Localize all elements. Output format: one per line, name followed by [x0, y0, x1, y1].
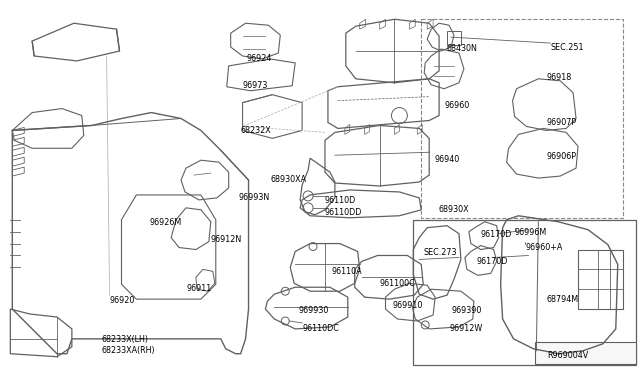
Text: 96940: 96940 — [434, 155, 460, 164]
Text: 96110A: 96110A — [332, 267, 362, 276]
Text: 96110DD: 96110DD — [325, 208, 362, 217]
Text: 96906P: 96906P — [547, 152, 576, 161]
Text: 96960+A: 96960+A — [525, 243, 563, 251]
Text: 96960: 96960 — [444, 101, 469, 110]
Text: 96926M: 96926M — [149, 218, 182, 227]
Text: 68232X: 68232X — [241, 126, 271, 135]
Text: 961100C: 961100C — [380, 279, 415, 288]
Text: 96996M: 96996M — [515, 228, 547, 237]
Text: 96110D: 96110D — [325, 196, 356, 205]
Text: 96973: 96973 — [243, 81, 268, 90]
Text: 68233XA(RH): 68233XA(RH) — [102, 346, 156, 355]
Bar — [421, 19, 623, 218]
Bar — [536, 342, 636, 364]
Text: 96918: 96918 — [547, 73, 572, 82]
Text: 96920: 96920 — [109, 296, 135, 305]
Text: 68233X(LH): 68233X(LH) — [102, 335, 148, 344]
Text: 96170D: 96170D — [477, 257, 508, 266]
Text: 96924: 96924 — [246, 54, 272, 63]
Text: 96110DC: 96110DC — [302, 324, 339, 333]
Bar — [413, 220, 636, 365]
Text: 96912W: 96912W — [449, 324, 483, 333]
Text: R969004V: R969004V — [547, 351, 589, 360]
Text: 68794M: 68794M — [547, 295, 579, 304]
Text: 68930X: 68930X — [438, 205, 468, 214]
Text: 969930: 969930 — [298, 306, 328, 315]
Text: 96912N: 96912N — [211, 235, 242, 244]
Bar — [578, 250, 623, 309]
Text: SEC.251: SEC.251 — [550, 43, 584, 52]
Text: 969910: 969910 — [392, 301, 423, 310]
Text: 68930XA: 68930XA — [270, 175, 307, 184]
Bar — [447, 31, 461, 45]
Text: 96911: 96911 — [186, 284, 211, 293]
Text: 96907P: 96907P — [547, 118, 577, 126]
Text: 96170D: 96170D — [481, 230, 512, 239]
Text: 969390: 969390 — [451, 306, 481, 315]
Text: 68430N: 68430N — [446, 44, 477, 53]
Text: SEC.273: SEC.273 — [423, 247, 457, 257]
Text: 96993N: 96993N — [239, 193, 270, 202]
